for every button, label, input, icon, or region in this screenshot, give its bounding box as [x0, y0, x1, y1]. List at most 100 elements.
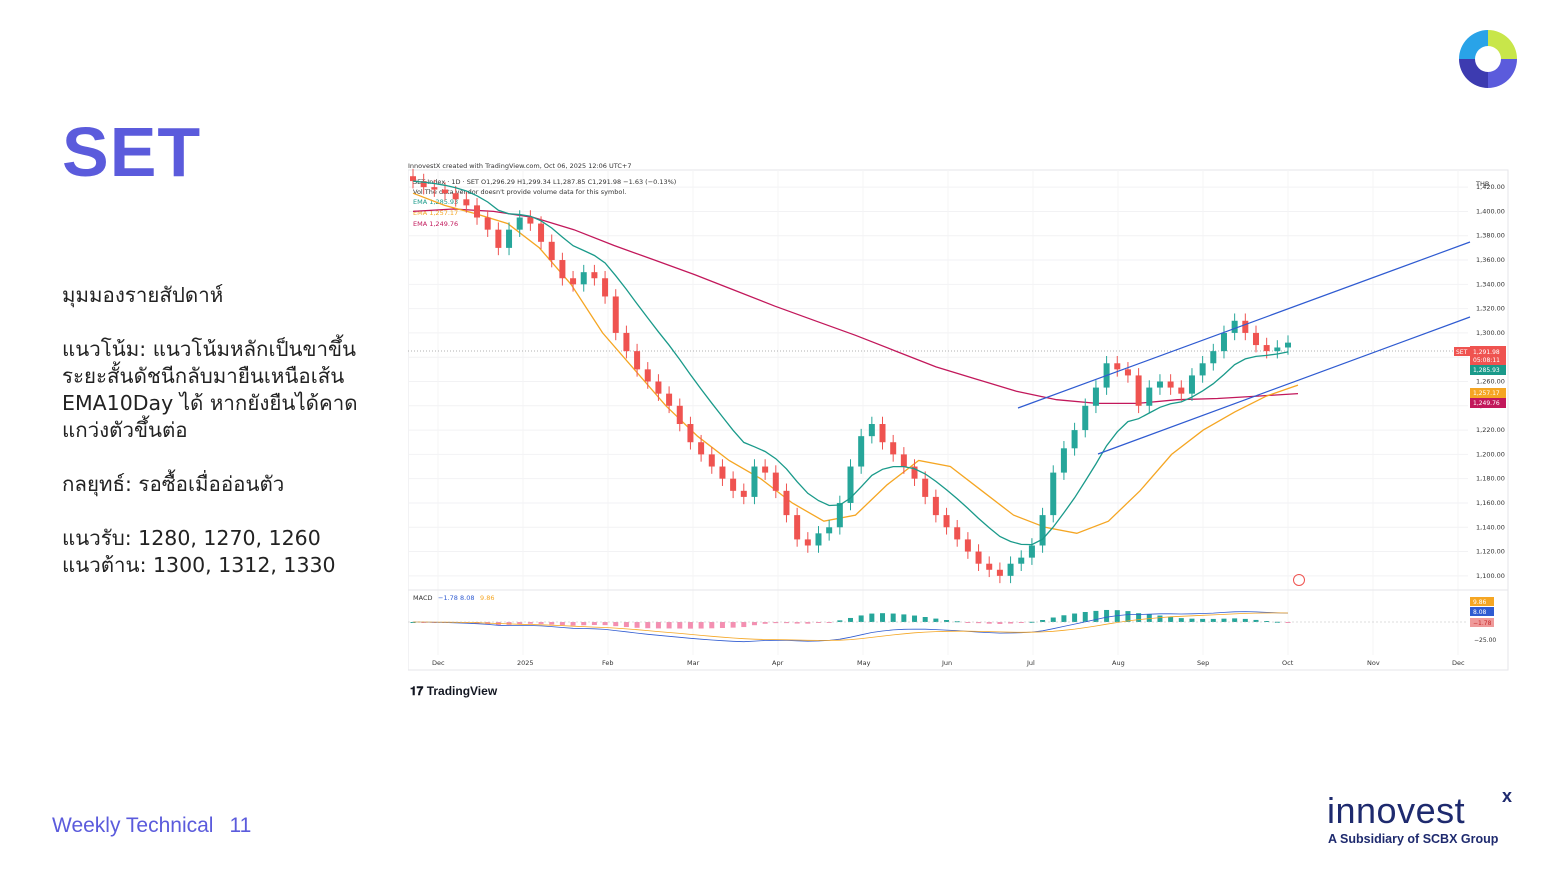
macd-bar [613, 622, 619, 627]
candle-body [1199, 363, 1206, 376]
candle-body [804, 539, 811, 546]
macd-value-2: 8.08 [460, 594, 474, 602]
macd-lines [408, 611, 1468, 643]
candle-body [1167, 381, 1174, 388]
y-tick-label: 1,340.00 [1476, 280, 1505, 288]
candle-body [602, 278, 609, 297]
currency-label: THB [1475, 180, 1489, 188]
candle-body [772, 472, 779, 491]
brand-logo: innovest x A Subsidiary of SCBX Group [1327, 786, 1522, 850]
set-tag: SET [1456, 349, 1468, 356]
slide-title: SET [62, 113, 202, 191]
candle-body [826, 527, 833, 534]
candle-body [431, 187, 438, 190]
y-tick-label: 1,300.00 [1476, 329, 1505, 337]
strategy-text: กลยุทธ์: รอซื้อเมื่ออ่อนตัว [62, 472, 285, 496]
macd-bar [1253, 619, 1259, 622]
macd-bar [837, 620, 843, 622]
macd-bar [762, 622, 768, 624]
candle-body [495, 229, 502, 248]
candle-body [858, 436, 865, 467]
macd-bar [1242, 618, 1248, 622]
y-tick-label: 1,420.00 [1476, 183, 1505, 191]
candle-body [1188, 375, 1195, 394]
y-tick-label: 1,380.00 [1476, 232, 1505, 240]
macd-bar [901, 614, 907, 622]
macd-bar [922, 616, 928, 622]
macd-bar [634, 622, 640, 628]
macd-bar [858, 615, 864, 622]
tradingview-attribution: 𝟏𝟕 TradingView [410, 684, 497, 699]
set-chart: InnovestX created with TradingView.com, … [407, 160, 1510, 680]
candle-body [474, 205, 481, 218]
candle-body [612, 296, 619, 333]
candle-body [1124, 369, 1131, 376]
candle-body [687, 424, 694, 443]
candle-body [719, 466, 726, 479]
chart-header: InnovestX created with TradingView.com, … [408, 162, 631, 170]
candle-body [516, 217, 523, 230]
candle-body [1156, 381, 1163, 388]
candle-body [783, 490, 790, 516]
brand-subtitle: A Subsidiary of SCBX Group [1328, 832, 1499, 846]
candle-body [1178, 387, 1185, 394]
lightning-icon[interactable] [1293, 574, 1305, 586]
candle-body [1146, 387, 1153, 406]
macd-bar [1221, 618, 1227, 622]
macd-bar [506, 622, 512, 625]
tradingview-text: TradingView [426, 684, 498, 698]
macd-value-1: −1.78 [438, 594, 458, 602]
macd-bar [1264, 621, 1270, 623]
macd-bar [527, 622, 533, 624]
x-tick-label: Oct [1282, 659, 1294, 667]
trend-text: แนวโน้ม: แนวโน้มหลักเป็นขาขึ้น ระยะสั้นด… [62, 337, 358, 442]
macd-bar [1040, 620, 1046, 622]
y-tick-label: 1,320.00 [1476, 305, 1505, 313]
y-tick-label: 1,220.00 [1476, 426, 1505, 434]
candle-body [644, 369, 651, 382]
macd-bar [1050, 617, 1056, 622]
support-text: แนวรับ: 1280, 1270, 1260 [62, 526, 321, 550]
macd-bar [1093, 610, 1099, 622]
candle-body [1220, 332, 1227, 352]
candle-body [922, 478, 929, 497]
candle-body [1252, 332, 1259, 346]
y-tick-label: 1,180.00 [1476, 475, 1505, 483]
macd-bar [559, 622, 565, 626]
macd-bar [869, 613, 875, 622]
last-price-tag: 1,291.98 [1473, 349, 1500, 356]
y-tick-label: 1,140.00 [1476, 523, 1505, 531]
macd-bar [890, 613, 896, 622]
candle-body [442, 189, 449, 194]
ema-label-long: EMA 1,249.76 [413, 220, 458, 228]
y-tick-label: 1,260.00 [1476, 378, 1505, 386]
macd-bar [1210, 618, 1216, 622]
candle-body [1039, 515, 1046, 546]
ema-label-mid: EMA 1,257.17 [413, 209, 458, 217]
brand-x: x [1502, 786, 1513, 806]
macd-bar [976, 622, 982, 624]
candle-body [932, 496, 939, 516]
candle-body [698, 442, 705, 455]
footer-label: Weekly Technical [52, 814, 214, 837]
macd-line [412, 611, 1289, 643]
candle-body [559, 260, 566, 279]
x-tick-label: Dec [1452, 659, 1465, 667]
x-tick-label: Jul [1026, 659, 1035, 667]
macd-bar [1157, 615, 1163, 622]
macd-bar [805, 622, 811, 624]
candle-body [836, 502, 843, 528]
candle-body [911, 466, 918, 479]
countdown-tag: 05:08:11 [1473, 357, 1500, 364]
candle-body [794, 515, 801, 540]
y-tick-label: 1,100.00 [1476, 572, 1505, 580]
candle-body [548, 241, 555, 261]
signal-line [413, 612, 1289, 641]
candle-body [538, 223, 545, 242]
y-tick-label: 1,200.00 [1476, 450, 1505, 458]
macd-bar [826, 622, 832, 623]
candle-body [666, 393, 673, 406]
candle-body [591, 272, 598, 279]
ema-short-line [412, 180, 1289, 546]
macd-bar [730, 622, 736, 628]
